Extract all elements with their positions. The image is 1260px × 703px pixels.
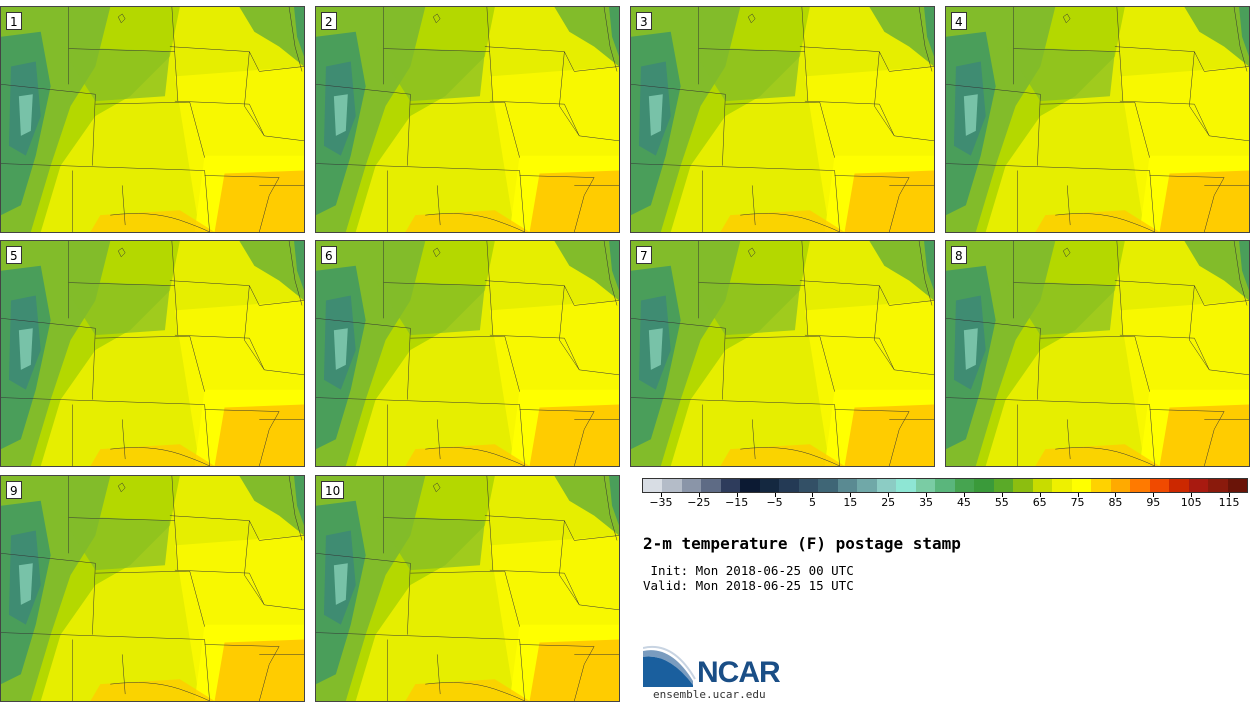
member-label: 8 — [951, 246, 967, 264]
colorbar-tick-mark — [698, 493, 700, 497]
colorbar-swatch — [1169, 479, 1189, 492]
member-label: 2 — [321, 12, 337, 30]
valid-time: Valid: Mon 2018-06-25 15 UTC — [643, 578, 854, 593]
colorbar-tick-label: 5 — [808, 496, 816, 509]
ensemble-member-panel: 9 — [0, 475, 305, 702]
colorbar-swatch — [740, 479, 760, 492]
colorbar-swatch — [681, 479, 702, 492]
ensemble-member-panel: 5 — [0, 240, 305, 467]
colorbar-tick-mark — [1115, 493, 1117, 497]
colorbar-tick-label: 105 — [1180, 496, 1202, 509]
colorbar-tick-mark — [812, 493, 814, 497]
colorbar-tick-mark — [963, 493, 965, 497]
colorbar-tick-label: 45 — [956, 496, 971, 509]
colorbar-swatch — [701, 479, 721, 492]
colorbar-tick-mark — [1039, 493, 1041, 497]
colorbar-swatch — [1188, 479, 1209, 492]
colorbar-tick-mark — [774, 493, 776, 497]
colorbar-swatch — [662, 479, 682, 492]
temperature-colorbar — [642, 478, 1248, 493]
colorbar-swatch — [857, 479, 877, 492]
member-label: 4 — [951, 12, 967, 30]
colorbar-tick-label: 85 — [1108, 496, 1123, 509]
colorbar-swatch — [1227, 479, 1248, 492]
colorbar-swatch — [1149, 479, 1170, 492]
ensemble-member-panel: 10 — [315, 475, 620, 702]
colorbar-tick-label: 35 — [919, 496, 934, 509]
colorbar-tick-mark — [1077, 493, 1079, 497]
colorbar-swatch — [974, 479, 994, 492]
colorbar-tick-mark — [736, 493, 738, 497]
colorbar-swatch — [896, 479, 916, 492]
colorbar-tick-mark — [926, 493, 928, 497]
colorbar-tick-label: 95 — [1146, 496, 1161, 509]
colorbar-tick-mark — [1229, 493, 1231, 497]
logo-wordmark: NCAR — [697, 656, 781, 689]
colorbar-swatch — [720, 479, 741, 492]
colorbar-tick-label: 25 — [881, 496, 896, 509]
member-label: 3 — [636, 12, 652, 30]
colorbar-swatch — [837, 479, 858, 492]
colorbar-swatch — [1208, 479, 1228, 492]
colorbar-swatch — [643, 479, 663, 492]
member-label: 1 — [6, 12, 22, 30]
member-label: 5 — [6, 246, 22, 264]
ensemble-member-panel: 4 — [945, 6, 1250, 233]
colorbar-swatch — [1130, 479, 1150, 492]
colorbar-tick-label: −35 — [649, 496, 673, 509]
colorbar-swatch — [818, 479, 838, 492]
colorbar-tick-label: −15 — [725, 496, 749, 509]
colorbar-tick-label: 15 — [843, 496, 858, 509]
ncar-logo-icon — [643, 646, 696, 687]
colorbar-tick-label: −25 — [687, 496, 711, 509]
colorbar-swatch — [935, 479, 955, 492]
colorbar-swatch — [779, 479, 799, 492]
colorbar-swatch — [915, 479, 936, 492]
colorbar-tick-mark — [850, 493, 852, 497]
colorbar-tick-label: 75 — [1070, 496, 1085, 509]
colorbar-swatch — [954, 479, 975, 492]
logo-url: ensemble.ucar.edu — [653, 688, 766, 701]
colorbar-swatch — [993, 479, 1014, 492]
colorbar-tick-mark — [1153, 493, 1155, 497]
colorbar-tick-label: −5 — [766, 496, 783, 509]
colorbar-tick-label: 55 — [994, 496, 1009, 509]
chart-title: 2-m temperature (F) postage stamp — [643, 534, 961, 553]
member-label: 10 — [321, 481, 345, 499]
member-label: 9 — [6, 481, 22, 499]
ensemble-member-panel: 1 — [0, 6, 305, 233]
ensemble-member-panel: 2 — [315, 6, 620, 233]
ensemble-member-panel: 7 — [630, 240, 935, 467]
init-time: Init: Mon 2018-06-25 00 UTC — [643, 563, 854, 578]
ensemble-member-panel: 6 — [315, 240, 620, 467]
colorbar-swatch — [876, 479, 897, 492]
ensemble-member-panel: 3 — [630, 6, 935, 233]
colorbar-swatch — [1110, 479, 1131, 492]
colorbar-swatch — [1013, 479, 1033, 492]
ensemble-member-panel: 8 — [945, 240, 1250, 467]
member-label: 7 — [636, 246, 652, 264]
colorbar-tick-mark — [660, 493, 662, 497]
colorbar-swatch — [759, 479, 780, 492]
colorbar-swatch — [1071, 479, 1092, 492]
colorbar-tick-label: 65 — [1032, 496, 1047, 509]
member-label: 6 — [321, 246, 337, 264]
colorbar-tick-mark — [1001, 493, 1003, 497]
colorbar-tick-label: 115 — [1218, 496, 1240, 509]
colorbar-swatch — [1032, 479, 1053, 492]
colorbar-swatch — [798, 479, 819, 492]
colorbar-tick-mark — [888, 493, 890, 497]
colorbar-swatch — [1091, 479, 1111, 492]
colorbar-tick-mark — [1191, 493, 1193, 497]
colorbar-swatch — [1052, 479, 1072, 492]
colorbar-ticks: −35 −25 −15 −5 5 15 25 35 45 55 65 75 85 95 105 115 — [642, 493, 1248, 516]
